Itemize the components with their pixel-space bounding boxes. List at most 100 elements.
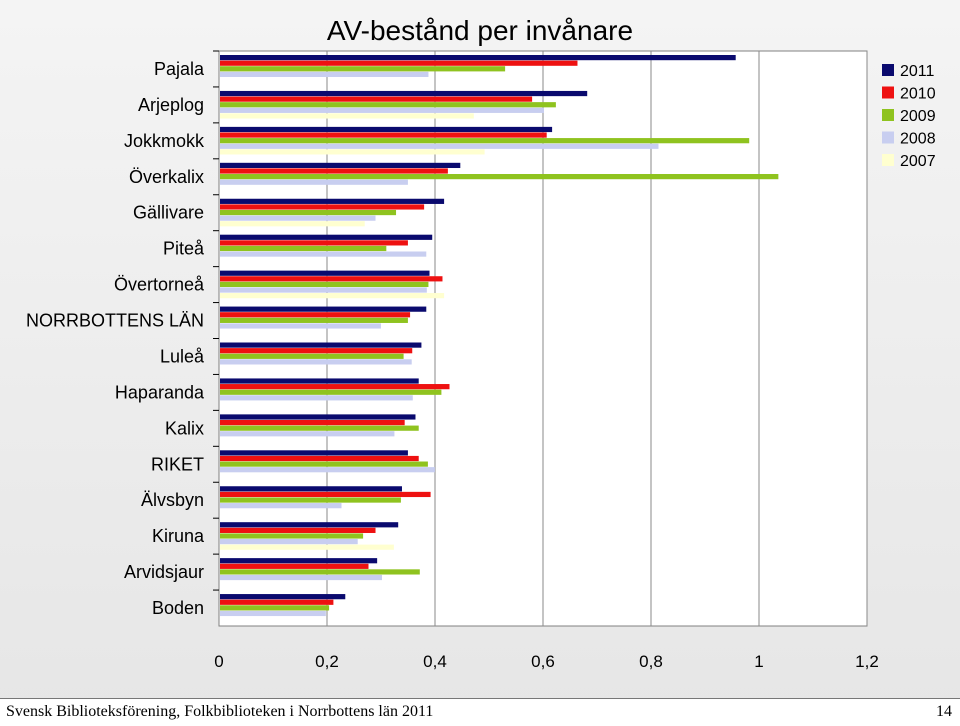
bar-2008 — [220, 251, 427, 257]
bar-2011 — [220, 270, 430, 276]
bar-2010 — [220, 384, 450, 390]
bar-2009 — [220, 389, 442, 395]
legend-label: 2009 — [900, 108, 936, 125]
bar-2011 — [220, 342, 422, 348]
legend-label: 2007 — [900, 153, 936, 170]
bar-2009 — [220, 209, 397, 216]
bar-2010 — [220, 455, 419, 462]
bar-2008 — [220, 143, 659, 149]
bar-2009 — [220, 353, 404, 359]
bar-2007 — [220, 544, 394, 550]
bar-2009 — [220, 245, 387, 252]
bar-2010 — [220, 240, 408, 246]
legend-label: 2010 — [900, 86, 936, 103]
bar-2010 — [220, 599, 334, 605]
bar-2010 — [220, 348, 413, 354]
x-tick-label: 0 — [214, 652, 223, 671]
category-label: Kiruna — [152, 526, 205, 546]
bar-2010 — [220, 168, 448, 174]
bar-2009 — [220, 569, 420, 575]
category-label: Gällivare — [133, 203, 204, 223]
bar-2007 — [220, 221, 365, 227]
category-label: RIKET — [151, 454, 204, 474]
legend-swatch — [882, 86, 894, 99]
legend-swatch — [882, 154, 894, 166]
category-label: Piteå — [163, 239, 205, 259]
bar-2011 — [220, 162, 461, 169]
bar-2009 — [220, 461, 428, 467]
legend-swatch — [882, 109, 894, 121]
bar-2010 — [220, 312, 411, 318]
x-tick-label: 1 — [754, 652, 763, 671]
bar-2008 — [220, 574, 382, 581]
bar-2008 — [220, 179, 408, 185]
bar-2011 — [220, 234, 433, 240]
bar-2007 — [220, 149, 485, 155]
chart-title: AV-bestånd per invånare — [327, 15, 633, 46]
category-label: NORRBOTTENS LÄN — [26, 311, 204, 331]
bar-2008 — [220, 323, 381, 329]
category-label: Kalix — [165, 418, 204, 438]
bar-2011 — [220, 55, 736, 61]
bar-2011 — [220, 378, 419, 384]
bar-2010 — [220, 419, 405, 426]
bar-2010 — [220, 563, 369, 569]
category-label: Överkalix — [129, 167, 204, 187]
bar-2008 — [220, 538, 358, 545]
bar-2008 — [220, 395, 413, 401]
category-labels: Pajala Arjeplog Jokkmokk Överkalix Gällivare… — [26, 50, 219, 618]
bar-2008 — [220, 503, 342, 509]
legend: 2011 2010 2009 2008 2007 — [882, 63, 936, 170]
bar-2011 — [220, 450, 408, 456]
x-tick-label: 0,2 — [315, 652, 339, 671]
bar-2011 — [220, 306, 427, 312]
footer: Svensk Biblioteksförening, Folkbibliotek… — [0, 698, 960, 726]
bar-2009 — [220, 102, 556, 108]
bar-2011 — [220, 198, 445, 204]
bar-2011 — [220, 594, 346, 600]
bar-2010 — [220, 491, 431, 498]
bar-2008 — [220, 610, 326, 617]
bar-2011 — [220, 126, 553, 133]
bar-2010 — [220, 527, 376, 533]
bar-2010 — [220, 96, 533, 102]
footer-source: Svensk Biblioteksförening, Folkbibliotek… — [6, 703, 434, 720]
bar-2009 — [220, 533, 364, 539]
legend-label: 2011 — [900, 63, 935, 80]
bars — [220, 55, 779, 617]
x-tick-label: 0,6 — [531, 652, 555, 671]
bar-2011 — [220, 90, 588, 97]
bar-2010 — [220, 60, 578, 66]
category-label: Luleå — [160, 346, 205, 366]
bar-2011 — [220, 486, 402, 492]
bar-2008 — [220, 215, 376, 221]
bar-2009 — [220, 174, 779, 180]
bar-2007 — [220, 113, 474, 119]
category-label: Älvsbyn — [141, 490, 204, 510]
x-tick-label: 0,8 — [639, 652, 663, 671]
category-label: Pajala — [154, 59, 205, 79]
legend-swatch — [882, 64, 894, 76]
bar-2008 — [220, 287, 427, 293]
bar-2007 — [220, 293, 445, 299]
bar-2009 — [220, 425, 419, 431]
category-label: Arjeplog — [138, 95, 204, 115]
bar-2009 — [220, 605, 330, 611]
bar-2010 — [220, 132, 547, 138]
bar-chart: AV-bestånd per invånare Pajala Arjeplog Jo… — [26, 15, 936, 671]
bar-2010 — [220, 276, 443, 282]
bar-2009 — [220, 66, 506, 72]
x-tick-label: 0,4 — [423, 652, 447, 671]
bar-2009 — [220, 281, 429, 288]
bar-2010 — [220, 204, 425, 210]
bar-2008 — [220, 71, 429, 77]
category-label: Boden — [152, 598, 204, 618]
bar-2009 — [220, 138, 750, 144]
category-label: Haparanda — [115, 382, 205, 402]
bar-2008 — [220, 359, 412, 365]
bar-2009 — [220, 317, 408, 323]
category-label: Jokkmokk — [124, 131, 205, 151]
category-label: Övertorneå — [114, 275, 205, 295]
bar-2011 — [220, 522, 399, 528]
page-number: 14 — [936, 703, 952, 720]
